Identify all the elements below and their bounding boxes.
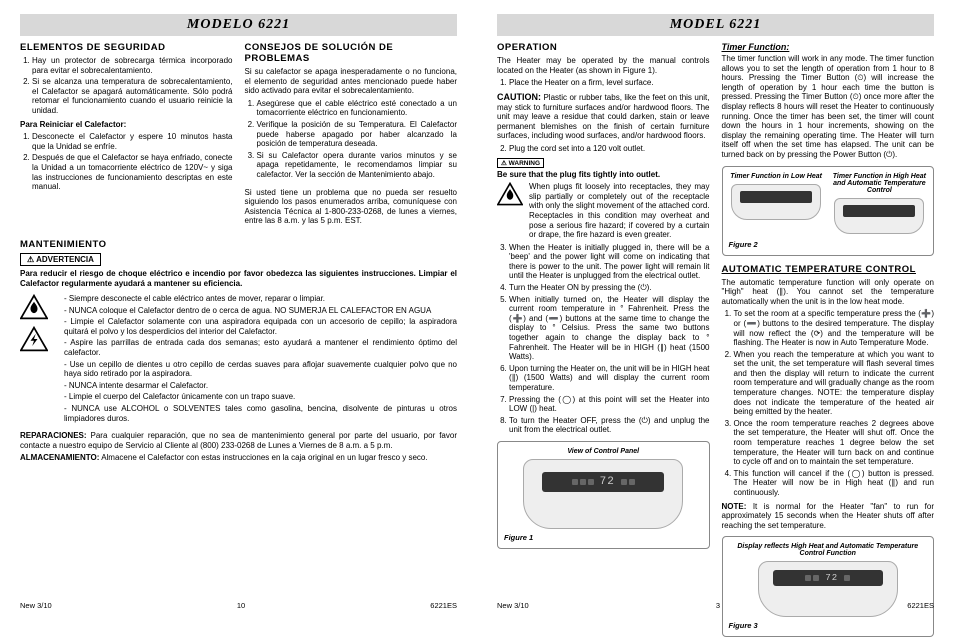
maint-item: Use un cepillo de dientes u otro cepillo…	[64, 360, 457, 379]
reset-heading: Para Reiniciar el Calefactor:	[20, 120, 233, 130]
op-step: When the Heater is initially plugged in,…	[509, 243, 710, 281]
figure-3-box: Display reflects High Heat and Automatic…	[722, 536, 935, 637]
figure-1-box: View of Control Panel 72 Figure 1	[497, 441, 710, 549]
trouble-outro: Si usted tiene un problema que no pueda …	[245, 188, 458, 226]
maintenance-heading: MANTENIMIENTO	[20, 239, 457, 250]
auto-step: This function will cancel if the (◯) but…	[734, 469, 935, 498]
title-bar-right: MODEL 6221	[497, 14, 934, 36]
auto-temp-intro: The automatic temperature function will …	[722, 278, 935, 307]
maint-item: Aspire las parrillas de entrada cada dos…	[64, 338, 457, 357]
figure-1-caption: Figure 1	[504, 533, 703, 542]
auto-step: To set the room at a specific temperatur…	[734, 309, 935, 347]
reset-item: Después de que el Calefactor se haya enf…	[32, 153, 233, 191]
fire-warning-icon	[20, 294, 48, 320]
safety-item: Hay un protector de sobrecarga térmica i…	[32, 56, 233, 75]
auto-step: Once the room temperature reaches 2 degr…	[734, 419, 935, 467]
op-step: Turn the Heater ON by pressing the (⏻).	[509, 283, 710, 293]
display-readout-3: 72	[825, 573, 838, 583]
trouble-item: Si su Calefactor opera durante varios mi…	[257, 151, 458, 180]
maint-item: Limpie el cuerpo del Calefactor únicamen…	[64, 392, 457, 402]
note-text: It is normal for the Heater "fan" to run…	[722, 502, 935, 530]
footer-page: 3	[716, 601, 720, 610]
page-left: MODELO 6221 ELEMENTOS DE SEGURIDAD Hay u…	[0, 0, 477, 618]
operation-heading: OPERATION	[497, 42, 710, 53]
figure-3-title: Display reflects High Heat and Automatic…	[729, 543, 928, 557]
op-step: Plug the cord set into a 120 volt outlet…	[509, 144, 710, 154]
maintenance-warning: Para reducir el riesgo de choque eléctri…	[20, 269, 457, 288]
page-right: MODEL 6221 OPERATION The Heater may be o…	[477, 0, 954, 618]
safety-heading: ELEMENTOS DE SEGURIDAD	[20, 42, 233, 53]
maint-item: NUNCA intente desarmar el Calefactor.	[64, 381, 457, 391]
fire-warning-icon	[497, 182, 523, 206]
heater-illustration: 72	[523, 459, 683, 529]
reset-item: Desconecte el Calefactor y espere 10 min…	[32, 132, 233, 151]
figure-2-box: Timer Function in Low Heat Timer Functio…	[722, 166, 935, 256]
warning-tiny-label: ⚠ WARNING	[497, 158, 544, 168]
shock-warning-icon	[20, 326, 48, 352]
footer-page: 10	[237, 601, 245, 610]
footer-date: New 3/10	[20, 601, 52, 610]
op-step: Upon turning the Heater on, the unit wil…	[509, 364, 710, 393]
maint-item: Siempre desconecte el cable eléctrico an…	[64, 294, 457, 304]
caution-label: CAUTION:	[497, 92, 541, 102]
storage-text: Almacene el Calefactor con estas instruc…	[101, 453, 427, 462]
op-step: Pressing the (◯) at this point will set …	[509, 395, 710, 414]
fig2-label-low: Timer Function in Low Heat	[729, 173, 824, 180]
storage-label: ALMACENAMIENTO:	[20, 453, 99, 462]
warning-label: ⚠ ADVERTENCIA	[20, 253, 101, 266]
trouble-intro: Si su calefactor se apaga inesperadament…	[245, 67, 458, 96]
timer-heading: Timer Function:	[722, 42, 935, 52]
fig2-label-high: Timer Function in High Heat and Automati…	[832, 173, 927, 194]
op-step: Place the Heater on a firm, level surfac…	[509, 78, 710, 88]
heater-mini-high	[834, 198, 924, 234]
timer-body: The timer function will work in any mode…	[722, 54, 935, 160]
auto-step: When you reach the temperature at which …	[734, 350, 935, 417]
display-readout: 72	[600, 476, 615, 488]
plug-warning-body: When plugs fit loosely into receptacles,…	[529, 182, 710, 240]
maint-item: NUNCA use ALCOHOL o SOLVENTES tales como…	[64, 404, 457, 423]
footer-model: 6221ES	[430, 601, 457, 610]
plug-warning-bold: Be sure that the plug fits tightly into …	[497, 170, 710, 180]
maint-item: NUNCA coloque el Calefactor dentro de o …	[64, 306, 457, 316]
note-label: NOTE:	[722, 502, 747, 511]
heater-mini-low	[731, 184, 821, 220]
auto-temp-heading: AUTOMATIC TEMPERATURE CONTROL	[722, 264, 935, 275]
safety-item: Si se alcanza una temperatura de sobreca…	[32, 77, 233, 115]
figure-2-caption: Figure 2	[729, 240, 928, 249]
maint-item: Limpie el Calefactor solamente con una a…	[64, 317, 457, 336]
figure-1-title: View of Control Panel	[504, 448, 703, 455]
footer-model: 6221ES	[907, 601, 934, 610]
figure-3-caption: Figure 3	[729, 621, 928, 630]
trouble-item: Asegúrese que el cable eléctrico esté co…	[257, 99, 458, 118]
op-step: When initially turned on, the Heater wil…	[509, 295, 710, 362]
op-step: To turn the Heater OFF, press the (⏻) an…	[509, 416, 710, 435]
trouble-heading: CONSEJOS DE SOLUCIÓN DE PROBLEMAS	[245, 42, 458, 64]
title-bar-left: MODELO 6221	[20, 14, 457, 36]
trouble-item: Verifique la posición de su Temperatura.…	[257, 120, 458, 149]
repairs-label: REPARACIONES:	[20, 431, 87, 440]
operation-intro: The Heater may be operated by the manual…	[497, 56, 710, 75]
footer-date: New 3/10	[497, 601, 529, 610]
